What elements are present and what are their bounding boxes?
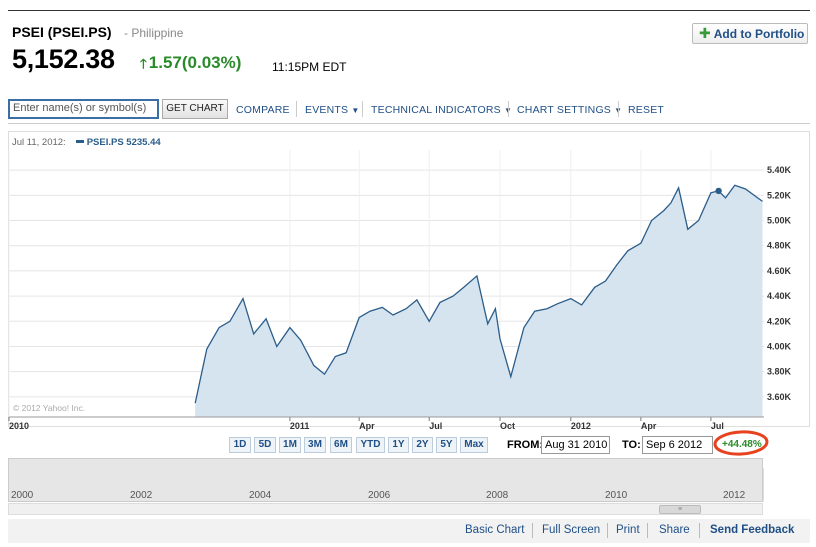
range-button-5y[interactable]: 5Y xyxy=(436,437,457,453)
y-tick-label: 4.80K xyxy=(767,241,792,251)
share-link[interactable]: Share xyxy=(659,524,690,536)
reset-button[interactable]: RESET xyxy=(628,104,665,116)
y-tick-label: 5.40K xyxy=(767,165,792,175)
range-button-1y[interactable]: 1Y xyxy=(388,437,409,453)
print-link[interactable]: Print xyxy=(616,524,640,536)
x-tick-label: Oct xyxy=(500,421,515,431)
plus-icon: ✚ xyxy=(699,25,711,41)
chart-legend: Jul 11, 2012: PSEI.PS 5235.44 xyxy=(12,137,161,148)
y-tick-label: 4.40K xyxy=(767,291,792,301)
series-swatch xyxy=(75,139,84,143)
exchange-label: - Philippine xyxy=(124,26,184,40)
add-to-portfolio-label: Add to Portfolio xyxy=(713,27,805,41)
range-button-2y[interactable]: 2Y xyxy=(412,437,433,453)
menu-separator xyxy=(618,101,619,117)
range-button-1d[interactable]: 1D xyxy=(229,437,251,453)
y-tick-label: 4.00K xyxy=(767,341,792,351)
technical-indicators-label: TECHNICAL INDICATORS xyxy=(371,104,501,116)
link-separator xyxy=(607,523,608,538)
link-separator xyxy=(647,523,648,538)
last-price: 5,152.38 xyxy=(12,44,115,74)
ticker-title: PSEI (PSEI.PS) xyxy=(12,24,112,40)
range-button-6m[interactable]: 6M xyxy=(330,437,352,453)
timeline-navigator[interactable] xyxy=(8,458,763,502)
navigator-year-label: 2012 xyxy=(723,490,746,501)
menu-separator xyxy=(508,101,509,117)
toolbar-divider xyxy=(8,123,810,124)
price-series-line xyxy=(194,184,763,404)
events-menu[interactable]: EVENTS ▼ xyxy=(305,104,359,116)
y-tick-label: 3.80K xyxy=(767,367,792,377)
range-percent-change: +44.48% xyxy=(722,439,762,450)
link-separator xyxy=(532,523,533,538)
to-label: TO: xyxy=(622,439,641,451)
to-date-input[interactable]: Sep 6 2012 xyxy=(642,436,713,454)
add-to-portfolio-button[interactable]: ✚ Add to Portfolio xyxy=(692,23,808,44)
navigator-year-label: 2002 xyxy=(130,490,153,501)
symbol-search-input[interactable]: Enter name(s) or symbol(s) xyxy=(8,99,159,119)
navigator-scrollbar[interactable] xyxy=(8,503,763,515)
x-tick-label: Apr xyxy=(359,421,375,431)
navigator-year-label: 2006 xyxy=(368,490,391,501)
navigator-year-label: 2004 xyxy=(249,490,272,501)
range-button-5d[interactable]: 5D xyxy=(254,437,276,453)
quote-time: 11:15PM EDT xyxy=(272,60,347,74)
from-label: FROM: xyxy=(507,439,544,451)
x-tick-label: 2012 xyxy=(571,421,591,431)
y-tick-label: 4.20K xyxy=(767,316,792,326)
full-screen-link[interactable]: Full Screen xyxy=(542,524,601,536)
send-feedback-link[interactable]: Send Feedback xyxy=(710,524,795,536)
x-tick-label: 2010 xyxy=(9,421,29,431)
change-value: 1.57 xyxy=(148,53,182,72)
chevron-down-icon: ▼ xyxy=(351,106,360,115)
up-arrow-icon: 🡑 xyxy=(140,56,147,71)
range-button-1m[interactable]: 1M xyxy=(279,437,301,453)
range-button-ytd[interactable]: YTD xyxy=(356,437,385,453)
link-separator xyxy=(699,523,700,538)
chart-settings-label: CHART SETTINGS xyxy=(517,104,612,116)
menu-separator xyxy=(296,101,297,117)
menu-separator xyxy=(362,101,363,117)
basic-chart-link[interactable]: Basic Chart xyxy=(465,524,525,536)
from-date-input[interactable]: Aug 31 2010 xyxy=(541,436,610,454)
x-tick-label: Jul xyxy=(711,421,724,431)
navigator-year-label: 2008 xyxy=(486,490,509,501)
navigator-year-label: 2010 xyxy=(605,490,628,501)
legend-series: PSEI.PS 5235.44 xyxy=(86,137,161,148)
price-change: 🡑 1.57(0.03%) xyxy=(140,53,241,77)
data-point xyxy=(715,187,722,195)
header-divider xyxy=(8,10,810,11)
scroll-thumb[interactable]: ≡ xyxy=(659,505,701,514)
x-tick-label: 2011 xyxy=(290,421,310,431)
y-tick-label: 5.00K xyxy=(767,216,792,226)
x-tick-label: Jul xyxy=(429,421,442,431)
price-area-fill xyxy=(195,185,763,417)
x-tick-label: Apr xyxy=(641,421,657,431)
compare-menu[interactable]: COMPARE xyxy=(236,104,290,116)
technical-indicators-menu[interactable]: TECHNICAL INDICATORS ▼ xyxy=(371,104,512,116)
copyright-watermark: © 2012 Yahoo! Inc. xyxy=(13,403,86,413)
y-tick-label: 4.60K xyxy=(767,266,792,276)
chevron-down-icon: ▼ xyxy=(504,106,512,115)
highlight-circle xyxy=(713,430,769,456)
legend-date: Jul 11, 2012: xyxy=(12,137,66,148)
get-chart-button[interactable]: GET CHART xyxy=(162,99,228,119)
bottom-bar xyxy=(8,519,810,543)
range-button-3m[interactable]: 3M xyxy=(304,437,326,453)
change-percent: (0.03%) xyxy=(181,53,242,72)
y-tick-label: 3.60K xyxy=(767,392,792,402)
navigator-year-label: 2000 xyxy=(11,490,34,501)
range-button-max[interactable]: Max xyxy=(460,437,488,453)
y-tick-label: 5.20K xyxy=(767,190,792,200)
events-label: EVENTS xyxy=(305,104,349,116)
